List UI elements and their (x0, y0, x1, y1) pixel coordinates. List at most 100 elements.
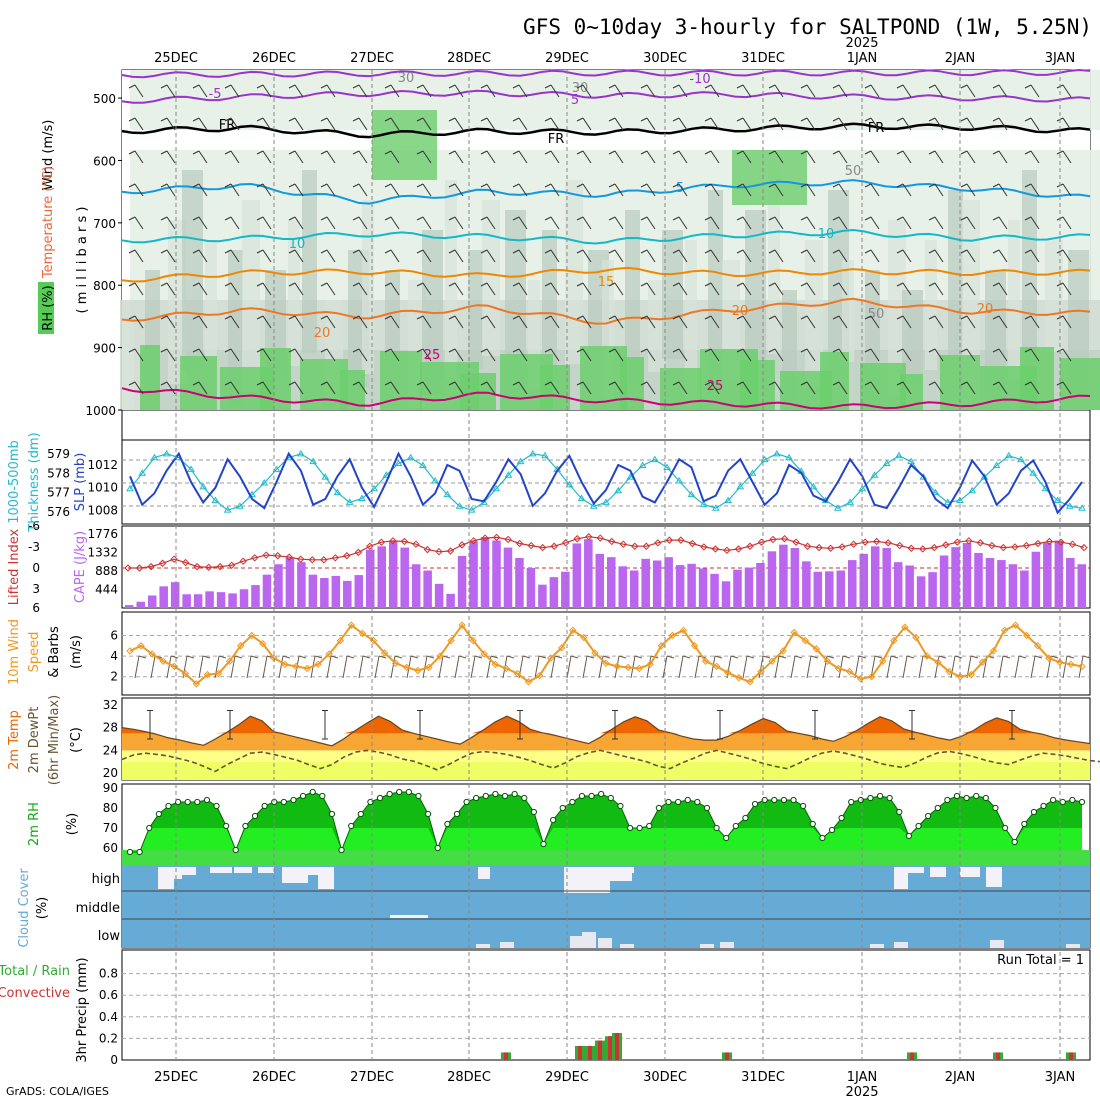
wind-barb (896, 348, 912, 362)
thickness-line-point (760, 455, 769, 463)
wind-barb (416, 216, 432, 230)
lifted-index-point (308, 556, 316, 564)
wind-barb (544, 150, 560, 164)
thickness-line-point (882, 459, 891, 467)
cape-bar (538, 584, 547, 608)
cape-bar (400, 547, 409, 608)
wind-barb (608, 348, 624, 362)
wind-barb (224, 117, 240, 131)
wind-barb (896, 282, 912, 296)
low-cloud-bar (476, 944, 490, 948)
wind-barb (960, 315, 976, 329)
wind-barb (256, 117, 272, 131)
contour-label: 5 (571, 93, 579, 108)
lifted-index-point (423, 545, 432, 554)
wind-barb (384, 117, 400, 131)
wind-barb (480, 249, 496, 263)
wind-speed-point (724, 668, 732, 677)
lifted-index-point (573, 535, 581, 543)
chart-title: GFS 0~10day 3-hourly for SALTPOND (1W, 5… (523, 15, 1092, 39)
wind10-axis-label: Speed (27, 632, 42, 673)
wind-barb (704, 117, 720, 131)
minmax-errorbar (612, 710, 618, 740)
high-cloud-bar (894, 867, 908, 889)
cape-bar (262, 574, 272, 608)
rh-tick-label: 90 (103, 781, 118, 795)
low-temp-band (122, 761, 1090, 780)
wind-speed-point (668, 631, 677, 640)
lifted-index-point (331, 554, 340, 562)
rh-tick-label: 80 (103, 801, 118, 815)
wind-barb (416, 282, 432, 296)
thickness-line-point (223, 506, 232, 513)
rh-column (445, 180, 457, 382)
pressure-tick-label: 700 (93, 217, 116, 231)
cape-bar (721, 581, 731, 608)
wind-barb (768, 249, 784, 263)
cape-bar (320, 578, 329, 608)
lifted-index-point (561, 539, 570, 547)
rh-point (194, 798, 201, 806)
lifted-index-point (262, 551, 270, 559)
wind-barb (992, 348, 1008, 362)
wind-barb (134, 655, 147, 679)
high-cloud-bar (210, 867, 232, 873)
cape-bar (905, 565, 914, 608)
rh-point (780, 796, 787, 804)
wind-barb (902, 655, 915, 679)
wind-speed-point (591, 649, 599, 657)
lifted-index-point (469, 537, 478, 545)
cape-bar (216, 592, 226, 608)
top-date-label: 25DEC (154, 51, 198, 66)
top-year-label: 2025 (845, 36, 878, 51)
slp-axis-label: SLP (mb) (73, 453, 88, 512)
rh-point (569, 798, 576, 806)
wind-barb (1056, 249, 1072, 263)
cape-bar (962, 543, 972, 608)
wind-barb (256, 150, 272, 164)
wind-barb (672, 315, 688, 329)
wind-barb (1056, 150, 1072, 164)
thickness-line-point (358, 494, 366, 502)
wind-barb (928, 216, 944, 230)
rh-point (521, 794, 528, 802)
rh-point (723, 834, 730, 842)
rh-point (482, 792, 489, 800)
rh-point (607, 794, 614, 802)
rh-column (182, 170, 203, 371)
lifted-index-point (481, 534, 489, 542)
rh-point (242, 822, 249, 830)
precip-legend-total: Total / Rain (0, 964, 70, 979)
wind-speed-point (613, 662, 621, 671)
wind-barb (374, 655, 387, 679)
wind-speed-point (934, 658, 942, 666)
cape-bar (561, 571, 570, 608)
wind-barb (800, 282, 816, 296)
wind-speed-point (1034, 642, 1042, 650)
wind-barb (1024, 348, 1040, 362)
wind10m-panel: 6 4 2 (110, 621, 1091, 688)
cape-tick-label: 444 (95, 583, 118, 597)
upper-air-panel: -10 -5 5 FR FR FR 5 10 10 15 20 20 20 25 25 30 30 50 50 500… (85, 68, 1100, 418)
cape-axis-label: CAPE (J/kg) (73, 531, 88, 603)
wind-barb (288, 216, 304, 230)
lifted-index-point (734, 545, 743, 553)
wind-barb (864, 249, 880, 263)
wind-barb (448, 381, 464, 395)
wind-barb (384, 381, 400, 395)
rh-point (675, 798, 682, 806)
wind-barb (192, 249, 208, 263)
rh-point (1078, 798, 1086, 806)
wind-barb (342, 655, 355, 679)
wind-barb (230, 655, 243, 679)
rh-point (386, 790, 393, 798)
wind-speed-point (436, 652, 444, 660)
wind-barb (576, 183, 592, 197)
wind-barb (320, 84, 336, 98)
thickness-line-point (589, 502, 598, 509)
isotherm-line (121, 297, 1091, 325)
wind-barb (896, 249, 912, 263)
high-cloud-bar (960, 867, 980, 877)
wind-barb (438, 655, 451, 679)
wind-barb (704, 348, 720, 362)
